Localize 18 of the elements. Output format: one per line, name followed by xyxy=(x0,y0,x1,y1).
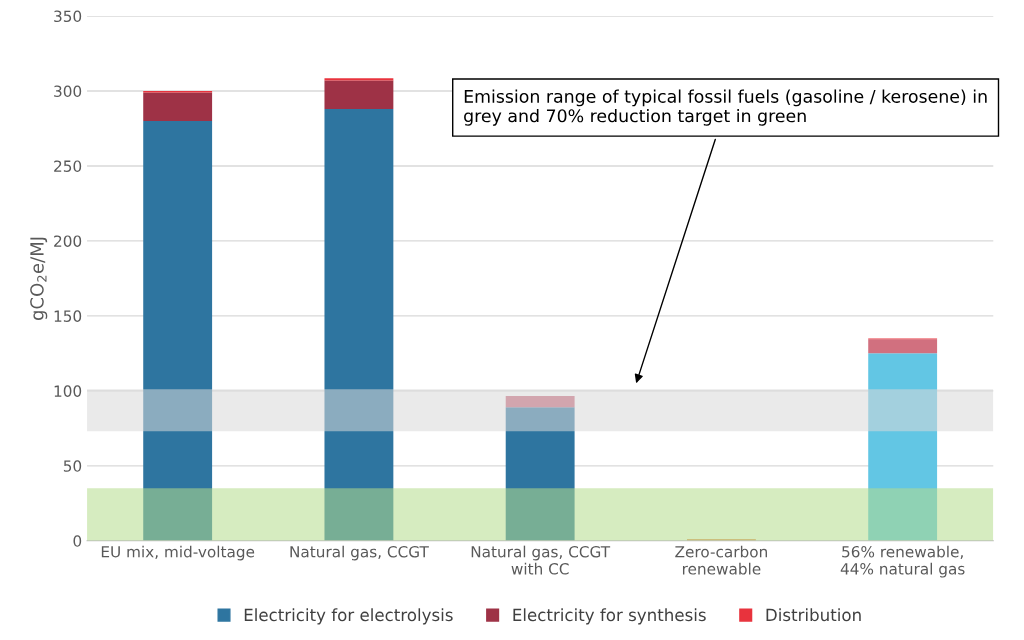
y-tick-label: 200 xyxy=(54,235,82,247)
y-tick-label: 150 xyxy=(54,310,82,322)
y-tick-label: 50 xyxy=(63,460,82,472)
y-tick-label: 0 xyxy=(73,535,82,547)
y-tick-label: 300 xyxy=(54,85,82,97)
y-tick-label: 250 xyxy=(54,160,82,172)
legend-label: Distribution xyxy=(766,608,861,622)
x-tick-label: Natural gas, CCGT xyxy=(290,545,429,561)
legend-label: Electricity for electrolysis xyxy=(244,608,453,625)
x-tick-label: Natural gas, CCGT with CC xyxy=(471,545,611,575)
annotation: Emission range of typical fossil fuels (gasoline / kerosene) in grey and 70% reduction target in green xyxy=(464,89,987,126)
x-tick-label: Zero-carbon renewable xyxy=(675,545,767,575)
y-axis-title: gCO$_{2}$e/MJ xyxy=(30,237,48,321)
y-tick-label: 100 xyxy=(54,385,82,397)
legend-label: Electricity for synthesis xyxy=(513,608,706,625)
x-tick-label: EU mix, mid-voltage xyxy=(101,545,255,561)
y-tick-label: 350 xyxy=(54,10,82,23)
x-tick-label: 56% renewable, 44% natural gas xyxy=(840,545,965,578)
